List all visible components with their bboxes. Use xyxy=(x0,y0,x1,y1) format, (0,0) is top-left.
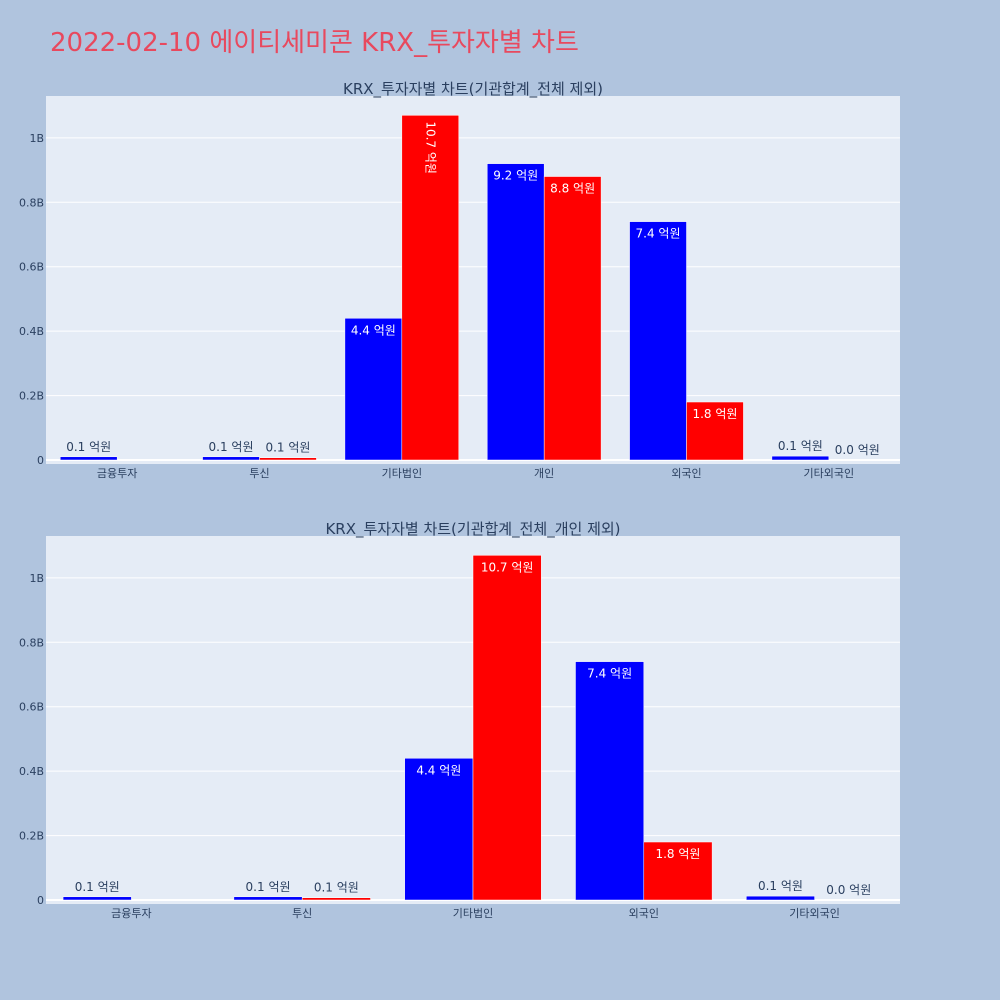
bar-data-label: 0.1 억원 xyxy=(758,879,803,893)
bar xyxy=(401,115,460,461)
bar xyxy=(233,896,303,901)
x-tick-label: 기타법인 xyxy=(382,467,422,480)
bar xyxy=(472,555,542,901)
bar xyxy=(202,456,260,461)
y-tick-label: 0.6B xyxy=(19,261,44,274)
bar-data-label: 1.8 억원 xyxy=(692,407,737,421)
bar xyxy=(301,897,371,901)
bar xyxy=(62,896,132,901)
bar-data-label: 0.0 억원 xyxy=(826,883,871,897)
chart-title: KRX_투자자별 차트(기관합계_전체_개인 제외) xyxy=(325,520,620,539)
bar-data-label: 10.7 억원 xyxy=(481,560,534,574)
bar-data-label: 0.1 억원 xyxy=(778,439,823,453)
x-tick-label: 기타외국인 xyxy=(804,467,855,480)
y-tick-label: 0.4B xyxy=(19,325,44,338)
bar-data-label: 0.1 억원 xyxy=(265,441,310,455)
bar-data-label: 4.4 억원 xyxy=(416,763,461,777)
bar-data-label: 0.1 억원 xyxy=(209,440,254,454)
bar-data-label: 8.8 억원 xyxy=(550,182,595,196)
bar-data-label: 0.0 억원 xyxy=(835,443,880,457)
plot-area xyxy=(46,96,900,464)
chart-2: 0 0.2B 0.4B 0.6B 0.8B 1B KRX_투자자별 차트(기관합계_전체_개… xyxy=(19,520,900,920)
bar-data-label: 10.7 억원 xyxy=(423,121,437,174)
bar-data-label: 0.1 억원 xyxy=(314,881,359,895)
bar xyxy=(686,401,744,461)
y-tick-label: 0.8B xyxy=(19,636,44,649)
x-tick-label: 금융투자 xyxy=(97,467,137,480)
y-tick-label: 0.8B xyxy=(19,196,44,209)
bar xyxy=(344,318,403,461)
y-tick-label: 0 xyxy=(37,454,44,467)
x-tick-label: 기타법인 xyxy=(453,907,493,920)
y-tick-label: 0.4B xyxy=(19,765,44,778)
bar xyxy=(543,176,602,461)
x-tick-label: 금융투자 xyxy=(111,907,151,920)
bar xyxy=(771,455,830,461)
x-tick-label: 개인 xyxy=(534,467,554,480)
bar-data-label: 9.2 억원 xyxy=(493,169,538,183)
chart-1: 0 0.2B 0.4B 0.6B 0.8B 1B KRX_투자자별 차트(기관합계_전체 제… xyxy=(19,80,900,480)
bar xyxy=(643,841,713,901)
bar-data-label: 0.1 억원 xyxy=(246,880,291,894)
x-tick-label: 투신 xyxy=(249,467,269,480)
y-tick-label: 1B xyxy=(29,572,44,585)
x-tick-label: 투신 xyxy=(292,907,312,920)
y-tick-label: 0.6B xyxy=(19,701,44,714)
bar-data-label: 0.1 억원 xyxy=(66,440,111,454)
bar-data-label: 1.8 억원 xyxy=(655,847,700,861)
bar xyxy=(746,895,815,901)
y-tick-label: 0.2B xyxy=(19,830,44,843)
y-tick-label: 0 xyxy=(37,894,44,907)
chart-title: KRX_투자자별 차트(기관합계_전체 제외) xyxy=(343,80,603,99)
y-tick-label: 1B xyxy=(29,132,44,145)
bar xyxy=(259,457,317,461)
bar xyxy=(59,456,118,461)
bar-data-label: 7.4 억원 xyxy=(636,227,681,241)
bar xyxy=(404,758,474,901)
x-tick-label: 외국인 xyxy=(629,907,659,920)
y-tick-label: 0.2B xyxy=(19,390,44,403)
bar-data-label: 7.4 억원 xyxy=(587,667,632,681)
bar-data-label: 0.1 억원 xyxy=(75,880,120,894)
bar xyxy=(575,661,645,901)
x-tick-label: 외국인 xyxy=(671,467,701,480)
page-title: 2022-02-10 에이티세미콘 KRX_투자자별 차트 xyxy=(50,28,579,58)
bar xyxy=(629,221,687,461)
bar-data-label: 4.4 억원 xyxy=(351,323,396,337)
x-tick-label: 기타외국인 xyxy=(789,907,840,920)
bar xyxy=(486,163,545,461)
